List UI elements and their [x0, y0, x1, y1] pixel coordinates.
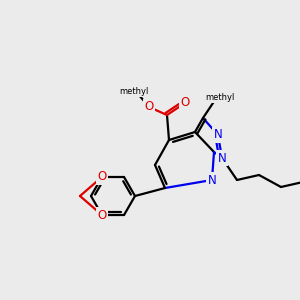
Text: N: N	[218, 152, 226, 164]
Text: O: O	[98, 170, 106, 183]
Text: O: O	[144, 100, 154, 113]
Text: methyl: methyl	[119, 88, 149, 97]
Text: N: N	[214, 128, 222, 142]
Text: O: O	[180, 97, 190, 110]
Text: O: O	[98, 208, 106, 222]
Text: N: N	[208, 173, 216, 187]
Text: methyl: methyl	[205, 93, 235, 102]
